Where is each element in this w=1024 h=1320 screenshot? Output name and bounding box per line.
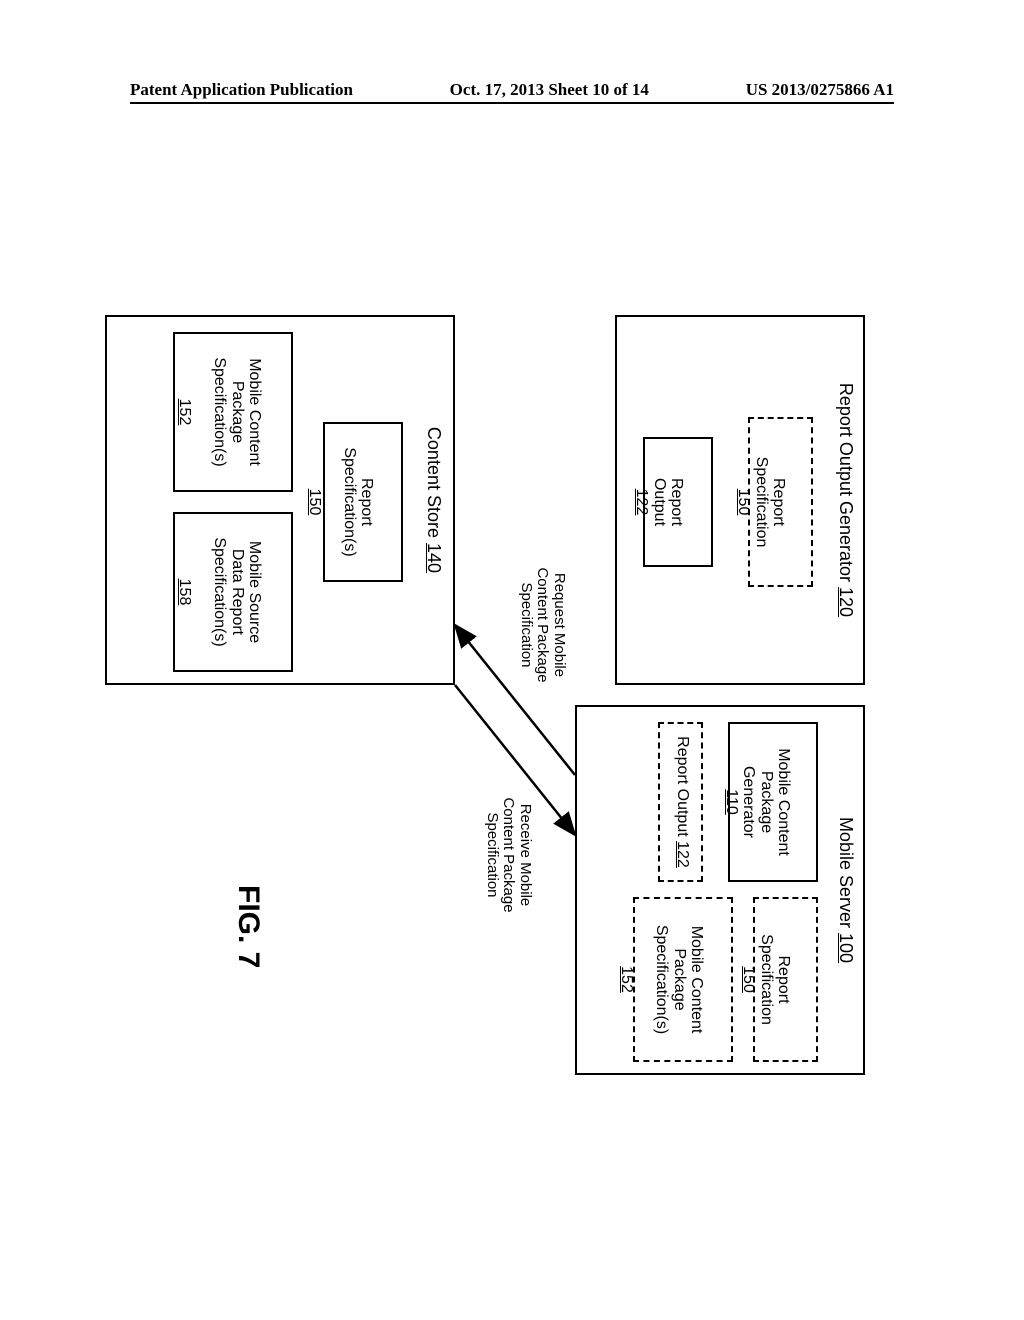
page: Patent Application Publication Oct. 17, … [0, 0, 1024, 1320]
figure-label: FIG. 7 [231, 885, 265, 968]
header-center: Oct. 17, 2013 Sheet 10 of 14 [450, 80, 649, 100]
diagram: Report Output Generator 120 Report Speci… [15, 345, 915, 995]
arrows-layer [15, 345, 915, 995]
header-left: Patent Application Publication [130, 80, 353, 100]
page-header: Patent Application Publication Oct. 17, … [130, 80, 894, 100]
header-rule [130, 102, 894, 104]
header-right: US 2013/0275866 A1 [746, 80, 894, 100]
request-label: Request Mobile Content Package Specifica… [518, 540, 568, 710]
receive-label: Receive Mobile Content Package Specifica… [484, 765, 534, 945]
